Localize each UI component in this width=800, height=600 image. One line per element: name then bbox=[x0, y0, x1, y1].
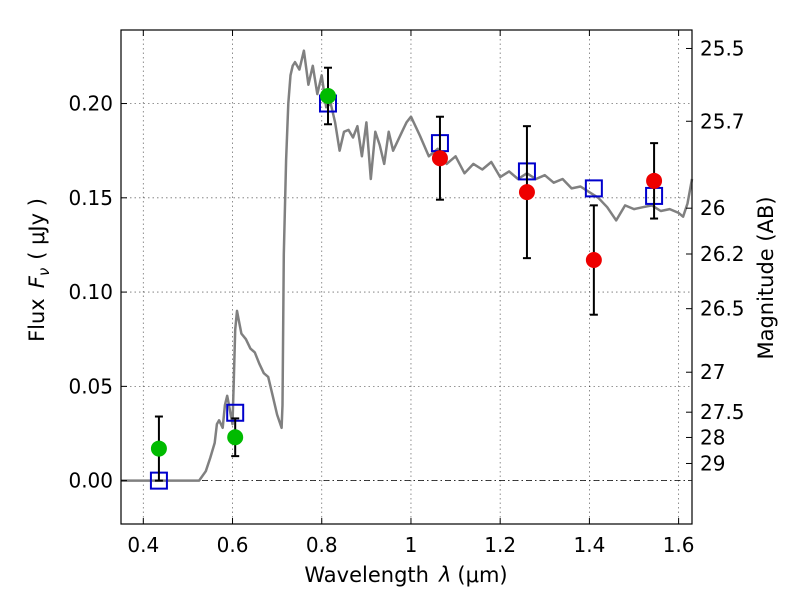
y2-tick-label: 26.5 bbox=[700, 297, 745, 321]
optical-flux-point bbox=[150, 440, 167, 457]
y2-tick-label: 27.5 bbox=[700, 400, 745, 424]
x-tick-label: 1 bbox=[405, 533, 418, 557]
x-tick-label: 0.6 bbox=[217, 533, 249, 557]
x-tick-label: 1.2 bbox=[484, 533, 516, 557]
y-tick-label: 0.05 bbox=[68, 374, 113, 398]
axis-ticks: 0.4 0.6 0.8 1 1.2 1.4 1.6 0.00 0.05 0.10 0.15 0.20 2… bbox=[68, 30, 745, 557]
y-tick-label: 0.00 bbox=[68, 469, 113, 493]
y2-tick-label: 28 bbox=[700, 425, 725, 449]
y2-tick-label: 26 bbox=[700, 196, 725, 220]
optical-flux-point bbox=[227, 429, 244, 446]
y-tick-label: 0.10 bbox=[68, 280, 113, 304]
y2-tick-label: 25.5 bbox=[700, 36, 745, 60]
data-points bbox=[149, 66, 664, 490]
x-axis-label: Wavelength λ (μm) bbox=[304, 563, 507, 587]
y2-axis-label: Magnitude (AB) bbox=[754, 196, 778, 359]
y-tick-label: 0.15 bbox=[68, 186, 113, 210]
x-tick-label: 1.6 bbox=[663, 533, 695, 557]
sed-curve bbox=[121, 49, 694, 482]
y-axis-label: FluxFν( μJy ) bbox=[25, 198, 53, 342]
nir-flux-point bbox=[431, 150, 448, 167]
y2-tick-label: 27 bbox=[700, 360, 725, 384]
x-tick-label: 0.4 bbox=[127, 533, 159, 557]
x-tick-label: 1.4 bbox=[573, 533, 605, 557]
nir-flux-point bbox=[518, 184, 535, 201]
nir-flux-point bbox=[585, 252, 602, 269]
y-tick-label: 0.20 bbox=[68, 92, 113, 116]
grid bbox=[121, 30, 692, 524]
x-tick-label: 0.8 bbox=[306, 533, 338, 557]
y2-tick-label: 26.2 bbox=[700, 242, 745, 266]
nir-flux-point bbox=[646, 172, 663, 189]
y2-tick-label: 25.7 bbox=[700, 109, 745, 133]
y2-tick-label: 29 bbox=[700, 451, 725, 475]
plot-frame bbox=[120, 29, 693, 525]
model-flux-square bbox=[584, 179, 603, 198]
optical-flux-point bbox=[319, 87, 336, 104]
model-sed bbox=[121, 49, 694, 482]
